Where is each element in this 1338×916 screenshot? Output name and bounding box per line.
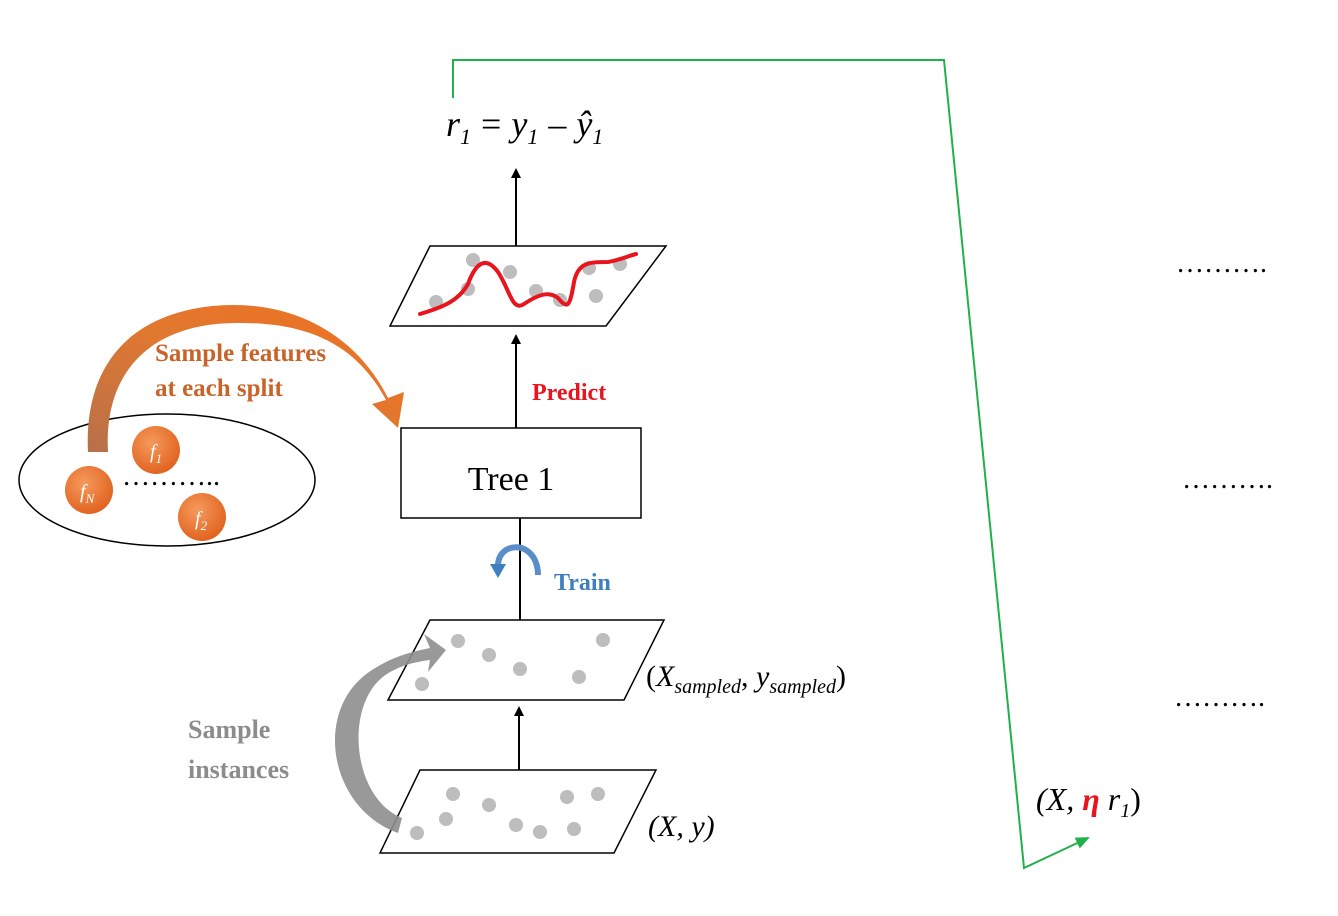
continuation-dots-1: ……….: [1176, 248, 1267, 279]
predict-label: Predict: [532, 380, 606, 406]
residual-formula: r1 = y1– ŷ1: [446, 104, 603, 149]
sampled-data-label: (Xsampled, ysampled): [646, 660, 846, 698]
svg-text:f1: f1: [150, 441, 162, 466]
sample-instances-arrow: [334, 634, 446, 833]
full-data-label: (X, y): [648, 810, 715, 843]
feature-f1: f1: [132, 426, 180, 474]
sampled-data-panel: [386, 619, 666, 701]
continuation-dots-2: ……….: [1182, 464, 1273, 495]
prediction-panel: [388, 245, 668, 327]
feature-ellipsis: ………..: [122, 461, 220, 492]
feature-fN: fN: [65, 466, 113, 514]
tree-box: Tree 1: [400, 427, 642, 519]
sample-instances-label: Sample instances: [188, 715, 289, 784]
continuation-dots-3: ……….: [1174, 682, 1265, 713]
svg-text:fN: fN: [80, 481, 96, 506]
next-input-label: (X, η r1): [1036, 781, 1141, 822]
train-rotate-icon: [495, 544, 541, 576]
feature-f2: f2: [178, 493, 226, 541]
train-label: Train: [554, 570, 611, 596]
residual-flow-line: [452, 59, 1090, 870]
full-data-panel: [378, 769, 658, 854]
train-rotate-arrowhead: [490, 564, 506, 578]
prediction-curve: [418, 252, 638, 316]
tree-label: Tree 1: [468, 461, 555, 498]
svg-text:f2: f2: [195, 508, 208, 533]
sample-features-label: Sample features at each split: [155, 340, 332, 402]
